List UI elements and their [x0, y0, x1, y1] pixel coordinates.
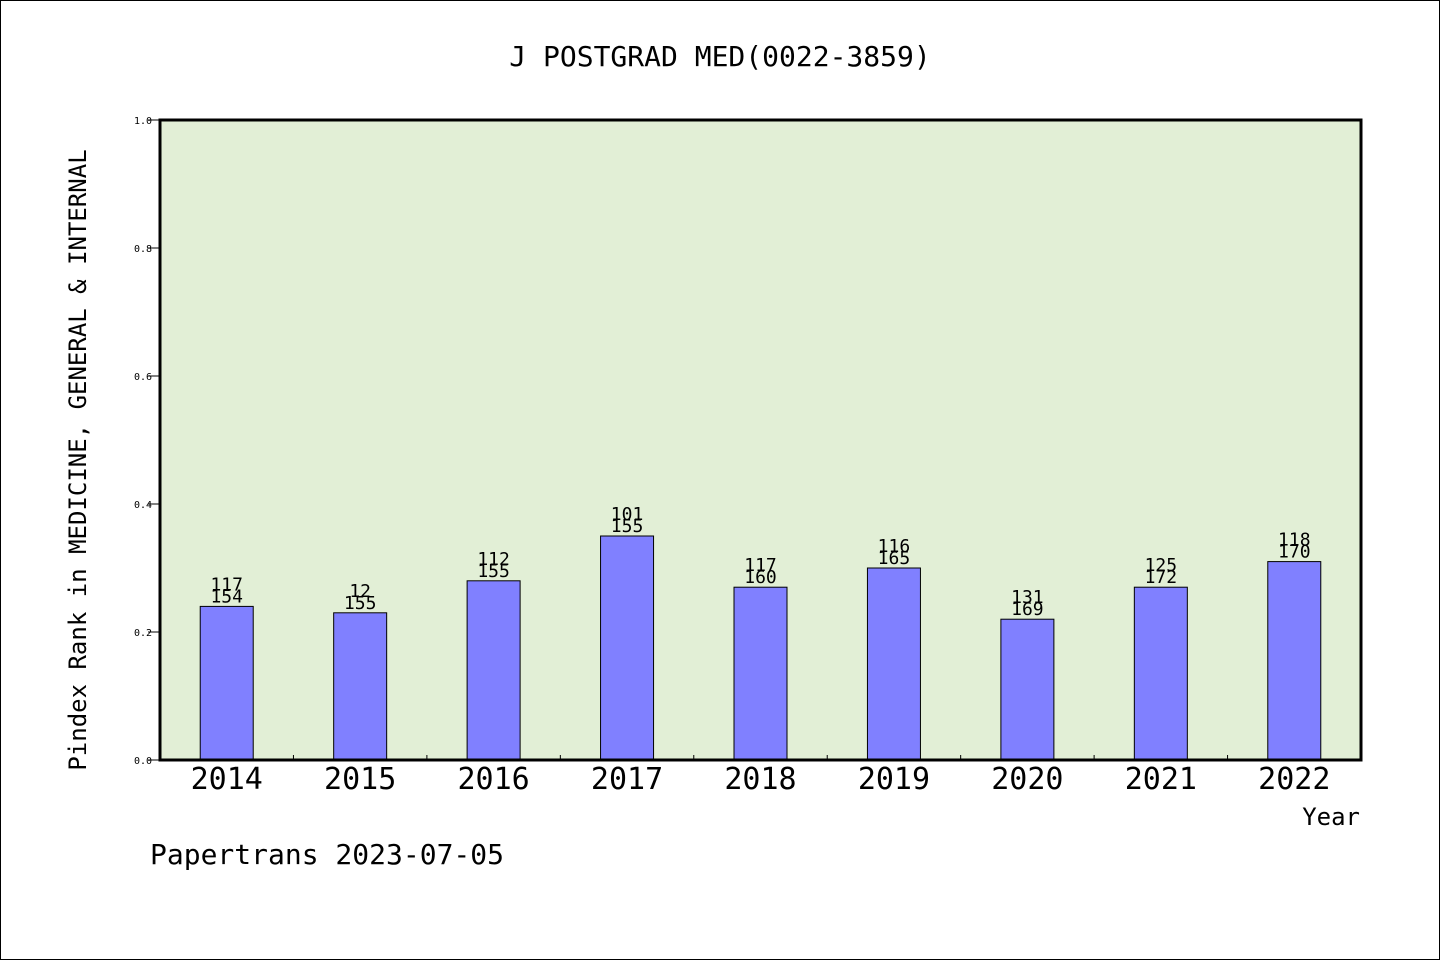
total-label: 154 — [210, 586, 243, 607]
x-tick-label: 2014 — [191, 762, 263, 797]
rank-label: 117 — [744, 555, 777, 576]
bar-2020 — [1000, 618, 1055, 761]
x-tick-label: 2018 — [724, 762, 796, 797]
bar-2014 — [199, 605, 254, 761]
total-label: 172 — [1145, 567, 1178, 588]
rank-label: 112 — [477, 549, 510, 570]
total-label: 155 — [477, 561, 510, 582]
rank-label: 131 — [1011, 587, 1044, 608]
x-tick-label: 2020 — [991, 762, 1063, 797]
rank-label: 12 — [349, 581, 371, 602]
y-tick-label: 0.8 — [134, 244, 152, 255]
total-label: 169 — [1011, 599, 1044, 620]
total-label: 155 — [344, 593, 377, 614]
x-tick-label: 2019 — [858, 762, 930, 797]
total-label: 165 — [878, 548, 911, 569]
total-label: 160 — [744, 567, 777, 588]
rank-label: 116 — [878, 536, 911, 557]
bar-2021 — [1133, 586, 1188, 761]
rank-label: 125 — [1145, 555, 1178, 576]
x-tick-label: 2021 — [1125, 762, 1197, 797]
footer-text: Papertrans 2023-07-05 — [150, 838, 504, 871]
chart-title: J POSTGRAD MED(0022-3859) — [509, 40, 930, 73]
rank-label: 101 — [611, 504, 644, 525]
y-axis: 0.0 0.2 0.4 0.6 0.8 1.0 — [134, 116, 160, 767]
bar-2022 — [1267, 561, 1322, 761]
x-tick-label: 2017 — [591, 762, 663, 797]
x-tick-label: 2015 — [324, 762, 396, 797]
rank-label: 118 — [1278, 530, 1311, 551]
bar-2015 — [333, 612, 388, 761]
y-tick-label: 0.0 — [134, 756, 152, 767]
bar-2017 — [600, 535, 655, 761]
x-tick-label: 2016 — [457, 762, 529, 797]
bar-2016 — [466, 580, 521, 761]
y-axis-label: Pindex Rank in MEDICINE, GENERAL & INTER… — [64, 149, 92, 770]
total-label: 170 — [1278, 542, 1311, 563]
bar-2019 — [866, 567, 921, 761]
total-label: 155 — [611, 516, 644, 537]
rank-label: 117 — [210, 574, 243, 595]
bar-2018 — [733, 586, 788, 761]
y-tick-label: 0.2 — [134, 628, 152, 639]
x-axis: 2014 2015 2016 2017 2018 2019 2020 2021 2022 — [191, 755, 1330, 797]
x-axis-label: Year — [1302, 803, 1360, 831]
y-tick-label: 1.0 — [134, 116, 152, 127]
y-tick-label: 0.4 — [134, 500, 152, 511]
plot-border — [158, 118, 1363, 762]
y-tick-label: 0.6 — [134, 372, 152, 383]
x-tick-label: 2022 — [1258, 762, 1330, 797]
